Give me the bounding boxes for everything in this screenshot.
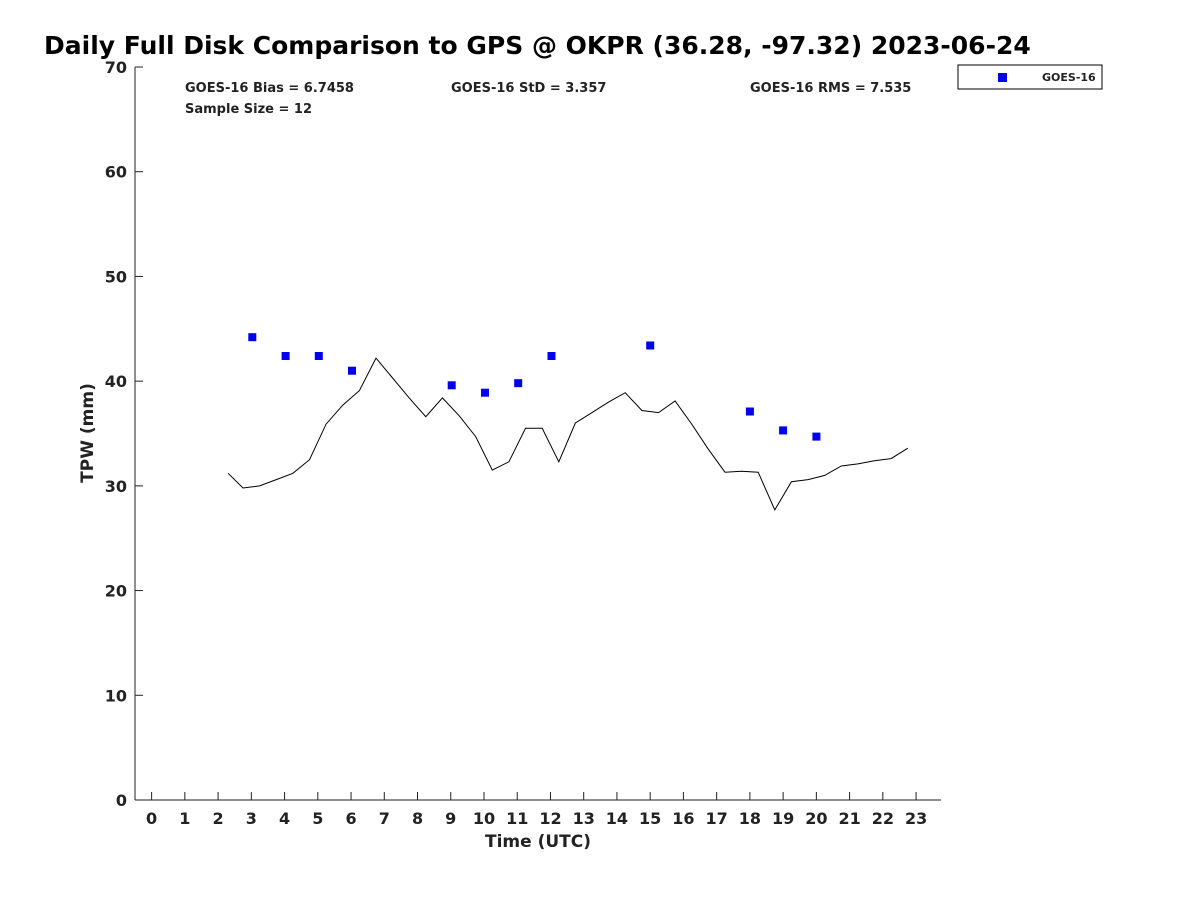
goes16-data-point	[447, 381, 456, 390]
x-axis-label: Time (UTC)	[485, 832, 591, 852]
stat-sample-size: Sample Size = 12	[185, 102, 312, 117]
legend-marker-goes16	[998, 73, 1007, 82]
y-tick-label: 30	[105, 477, 127, 496]
y-tick-label: 10	[105, 686, 127, 705]
x-tick-label: 4	[279, 809, 290, 828]
goes16-data-point	[481, 388, 489, 397]
goes16-data-point	[281, 352, 290, 360]
y-tick-label: 40	[105, 372, 127, 391]
legend-box	[957, 64, 1103, 90]
x-tick-label: 3	[246, 809, 257, 828]
goes16-data-point	[248, 333, 257, 342]
goes16-data-point	[547, 352, 556, 360]
x-tick-label: 12	[539, 809, 561, 828]
stat-rms: GOES-16 RMS = 7.535	[750, 81, 911, 96]
x-tick-label: 9	[445, 809, 456, 828]
x-tick-label: 18	[739, 809, 761, 828]
x-tick-label: 8	[412, 809, 423, 828]
x-tick-label: 20	[805, 809, 827, 828]
legend-label-goes16: GOES-16	[1042, 71, 1096, 84]
y-tick-label: 70	[105, 58, 127, 77]
x-tick-label: 5	[312, 809, 323, 828]
gps-line-series	[227, 357, 909, 511]
stat-std: GOES-16 StD = 3.357	[451, 81, 606, 96]
x-tick-label: 21	[838, 809, 860, 828]
goes16-data-point	[514, 379, 523, 388]
y-tick-label: 20	[105, 582, 127, 601]
gps-tpw-line	[227, 357, 909, 511]
goes16-data-point	[314, 352, 323, 360]
x-tick-label: 13	[573, 809, 595, 828]
x-tick-label: 1	[179, 809, 190, 828]
x-tick-label: 15	[639, 809, 661, 828]
x-tick-label: 17	[706, 809, 728, 828]
y-axis-label: TPW (mm)	[78, 383, 98, 483]
y-tick-label: 0	[116, 791, 127, 810]
goes16-data-point	[812, 432, 821, 441]
x-tick-label: 11	[506, 809, 528, 828]
goes16-data-point	[745, 407, 754, 416]
chart-title: Daily Full Disk Comparison to GPS @ OKPR…	[44, 31, 1031, 60]
goes16-data-point	[779, 426, 788, 435]
x-tick-label: 0	[146, 809, 157, 828]
x-tick-label: 2	[213, 809, 224, 828]
x-tick-label: 7	[379, 809, 390, 828]
stat-bias: GOES-16 Bias = 6.7458	[185, 81, 354, 96]
legend: GOES-16	[957, 64, 1103, 90]
x-tick-label: 19	[772, 809, 794, 828]
x-tick-label: 6	[345, 809, 356, 828]
y-tick-label: 50	[105, 267, 127, 286]
goes16-data-point	[348, 366, 356, 375]
x-tick-label: 10	[473, 809, 495, 828]
x-tick-label: 22	[872, 809, 894, 828]
x-tick-label: 16	[672, 809, 694, 828]
y-tick-label: 60	[105, 163, 127, 182]
goes16-data-point	[646, 341, 655, 350]
x-tick-label: 14	[606, 809, 628, 828]
x-tick-label: 23	[905, 809, 927, 828]
goes16-scatter-series	[248, 333, 821, 441]
